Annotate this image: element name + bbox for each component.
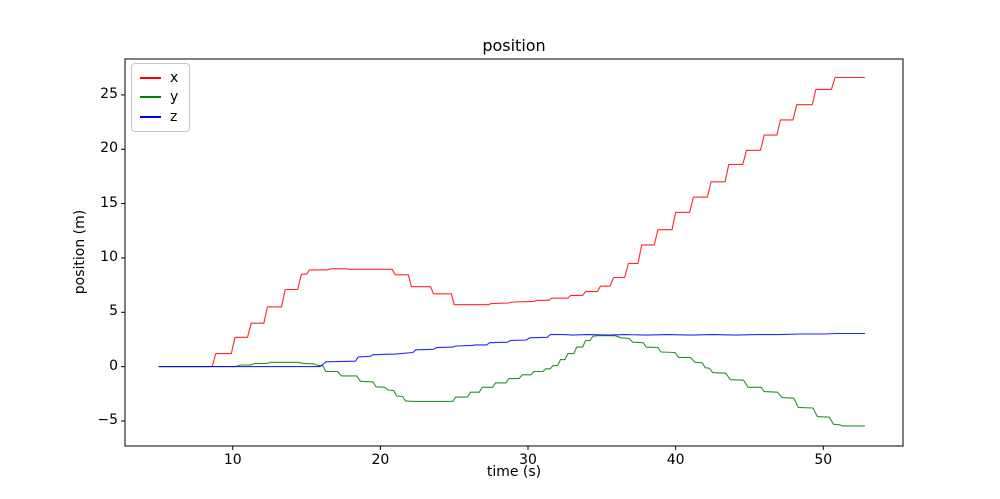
legend-line-swatch-z	[140, 116, 161, 119]
legend: x y z	[131, 63, 190, 132]
legend-line-swatch-x	[140, 76, 161, 79]
y-tick-label: 5	[109, 303, 118, 320]
legend-entry-y: y	[140, 90, 189, 104]
x-axis-label: time (s)	[486, 464, 542, 480]
x-tick-label: 10	[223, 452, 242, 468]
legend-label: x	[170, 69, 179, 86]
series-line-y	[158, 335, 866, 427]
y-tick-label: 10	[100, 248, 118, 265]
axes-frame	[124, 58, 904, 447]
y-tick-label: 25	[100, 85, 118, 102]
series-line-x	[158, 76, 866, 368]
legend-entry-x: x	[140, 71, 189, 85]
legend-label: y	[170, 89, 179, 106]
x-tick-label: 50	[814, 452, 833, 468]
series-line-z	[158, 332, 866, 368]
x-tick-label: 30	[519, 452, 537, 468]
x-tick-label: 40	[666, 452, 685, 468]
legend-label: z	[170, 109, 178, 126]
x-tick-label: 20	[371, 452, 390, 468]
y-tick-label: 20	[100, 140, 118, 157]
legend-entry-z: z	[140, 110, 189, 124]
y-tick-label: −5	[97, 411, 118, 428]
chart-title: position	[482, 36, 546, 55]
y-tick-label: 0	[109, 357, 118, 374]
y-tick-label: 15	[100, 194, 118, 211]
legend-line-swatch-y	[140, 96, 161, 99]
